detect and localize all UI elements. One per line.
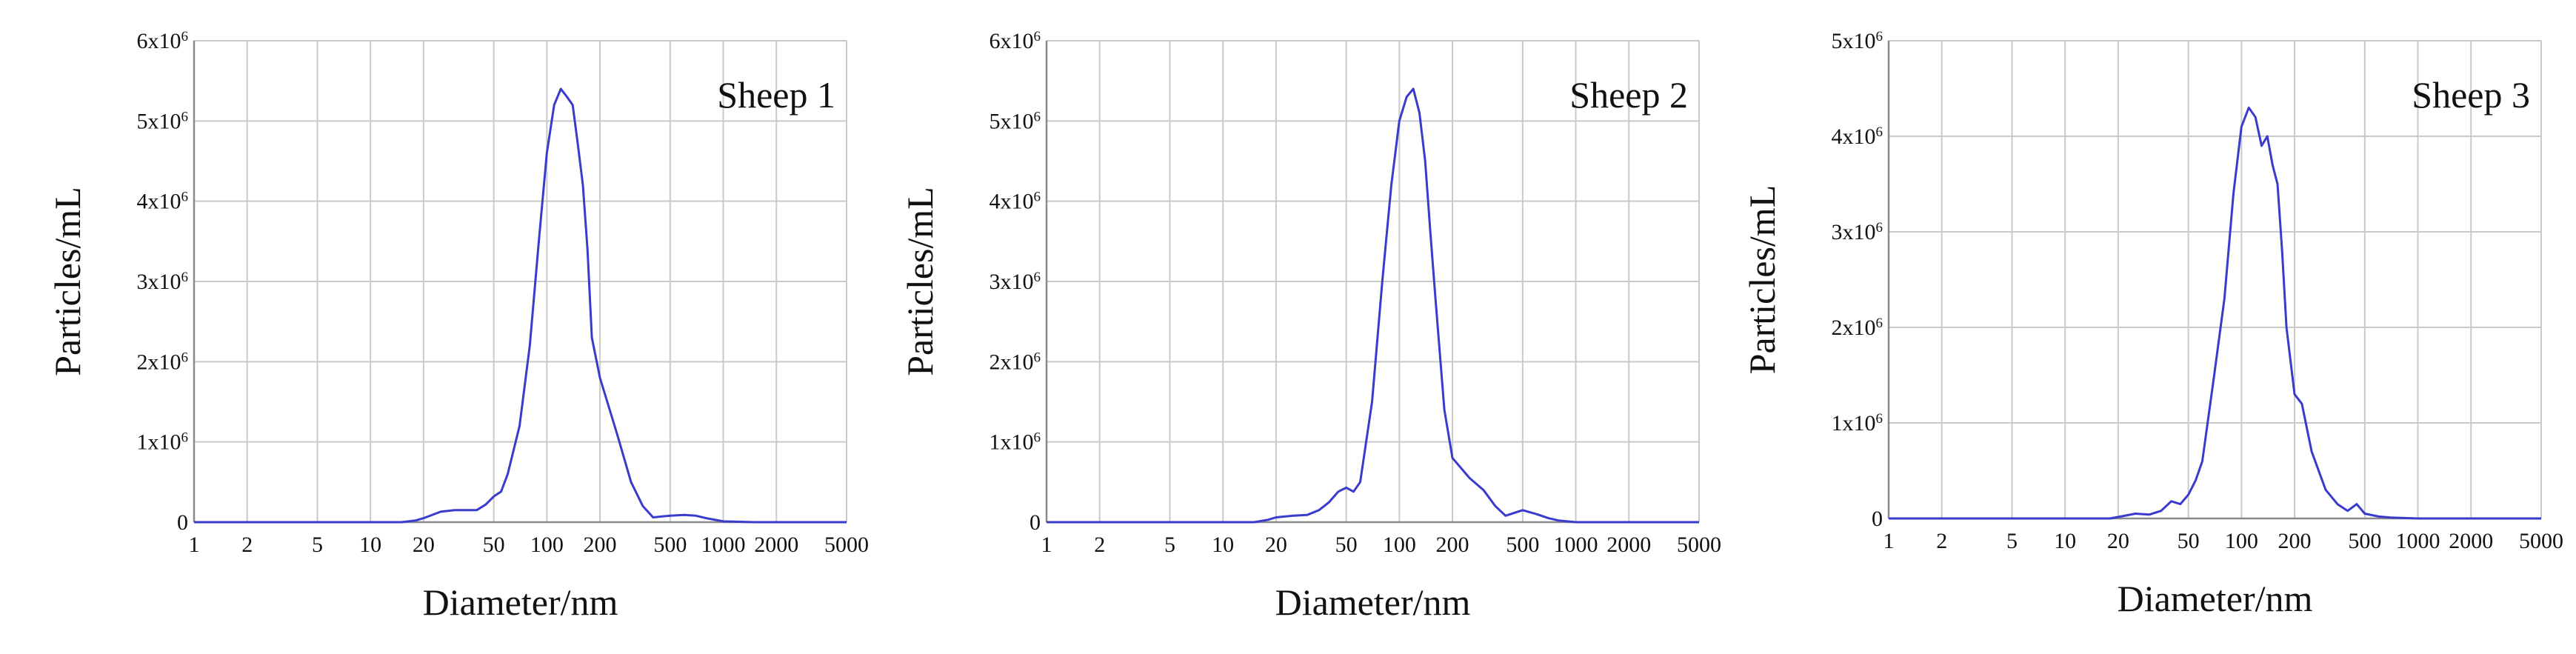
x-tick-label: 5 xyxy=(2006,529,2018,553)
x-tick-label: 2 xyxy=(1094,533,1105,557)
x-tick-label: 1 xyxy=(189,533,200,557)
y-tick-label: 5x106 xyxy=(990,109,1041,134)
series-line xyxy=(194,87,847,524)
x-tick-label: 10 xyxy=(359,533,381,557)
y-tick-label: 3x106 xyxy=(990,270,1041,295)
x-axis-title: Diameter/nm xyxy=(2118,578,2313,619)
y-axis-title: Particles/mL xyxy=(899,187,941,376)
y-tick-label: 0 xyxy=(1872,507,1883,531)
x-tick-label: 20 xyxy=(413,533,435,557)
x-tick-label: 100 xyxy=(1383,533,1416,557)
y-tick-label: 1x106 xyxy=(990,430,1041,455)
x-tick-label: 200 xyxy=(584,533,617,557)
x-tick-label: 1000 xyxy=(1554,533,1598,557)
x-tick-label: 5000 xyxy=(824,533,869,557)
y-tick-label: 4x106 xyxy=(990,189,1041,214)
y-tick-label: 6x106 xyxy=(137,29,189,54)
y-axis-title: Particles/mL xyxy=(47,187,88,376)
x-tick-label: 50 xyxy=(483,533,505,557)
series-line xyxy=(1047,87,1699,524)
y-tick-label: 2x106 xyxy=(1832,316,1883,341)
panel-title: Sheep 1 xyxy=(717,74,835,116)
y-tick-label: 5x106 xyxy=(1832,29,1883,54)
x-tick-label: 100 xyxy=(530,533,564,557)
x-tick-label: 100 xyxy=(2225,529,2258,553)
x-tick-label: 5 xyxy=(312,533,323,557)
x-axis-title: Diameter/nm xyxy=(1275,581,1471,623)
y-tick-label: 4x106 xyxy=(137,189,189,214)
x-tick-label: 1 xyxy=(1883,529,1895,553)
panel-title: Sheep 3 xyxy=(2412,74,2530,116)
chart-panel-2: 0 1x106 2x106 3x106 4x106 5x106 6x106 1 2 5 10 20 50… xyxy=(899,29,1721,624)
y-tick-label: 3x106 xyxy=(137,270,189,295)
x-axis-title: Diameter/nm xyxy=(423,581,618,623)
x-tick-label: 20 xyxy=(2107,529,2129,553)
x-tick-label: 2000 xyxy=(2449,529,2493,553)
y-tick-label: 5x106 xyxy=(137,109,189,134)
panel-title: Sheep 2 xyxy=(1569,74,1688,116)
y-tick-label: 1x106 xyxy=(137,430,189,455)
x-tick-label: 5000 xyxy=(1677,533,1721,557)
x-tick-label: 1 xyxy=(1041,533,1052,557)
x-tick-label: 2000 xyxy=(1606,533,1651,557)
x-tick-label: 2 xyxy=(241,533,253,557)
x-tick-label: 500 xyxy=(1506,533,1539,557)
y-tick-label: 0 xyxy=(177,510,188,535)
x-tick-label: 5000 xyxy=(2519,529,2563,553)
y-tick-label: 2x106 xyxy=(137,350,189,375)
x-tick-label: 50 xyxy=(2178,529,2200,553)
x-tick-label: 2 xyxy=(1936,529,1947,553)
x-tick-label: 5 xyxy=(1164,533,1175,557)
y-axis-title: Particles/mL xyxy=(1741,185,1783,375)
x-tick-label: 500 xyxy=(2348,529,2381,553)
y-tick-label: 4x106 xyxy=(1832,124,1883,150)
x-tick-label: 50 xyxy=(1335,533,1358,557)
chart-panel-1: 0 1x106 2x106 3x106 4x106 5x106 6x106 1 2 5 10 20 50… xyxy=(47,29,869,624)
y-tick-label: 1x106 xyxy=(1832,411,1883,436)
x-tick-label: 1000 xyxy=(701,533,746,557)
x-tick-label: 200 xyxy=(1436,533,1469,557)
y-tick-label: 0 xyxy=(1030,510,1041,535)
y-tick-label: 6x106 xyxy=(990,29,1041,54)
x-tick-label: 10 xyxy=(2054,529,2076,553)
series-line xyxy=(1889,106,2541,520)
x-tick-label: 1000 xyxy=(2396,529,2440,553)
x-tick-label: 500 xyxy=(653,533,687,557)
x-tick-label: 2000 xyxy=(754,533,798,557)
x-tick-label: 200 xyxy=(2278,529,2312,553)
x-tick-label: 20 xyxy=(1265,533,1287,557)
y-tick-label: 2x106 xyxy=(990,350,1041,375)
chart-panel-3: 0 1x106 2x106 3x106 4x106 5x106 1 2 5 10 20 50 100 20… xyxy=(1741,29,2563,620)
x-tick-label: 10 xyxy=(1212,533,1234,557)
y-tick-label: 3x106 xyxy=(1832,220,1883,245)
